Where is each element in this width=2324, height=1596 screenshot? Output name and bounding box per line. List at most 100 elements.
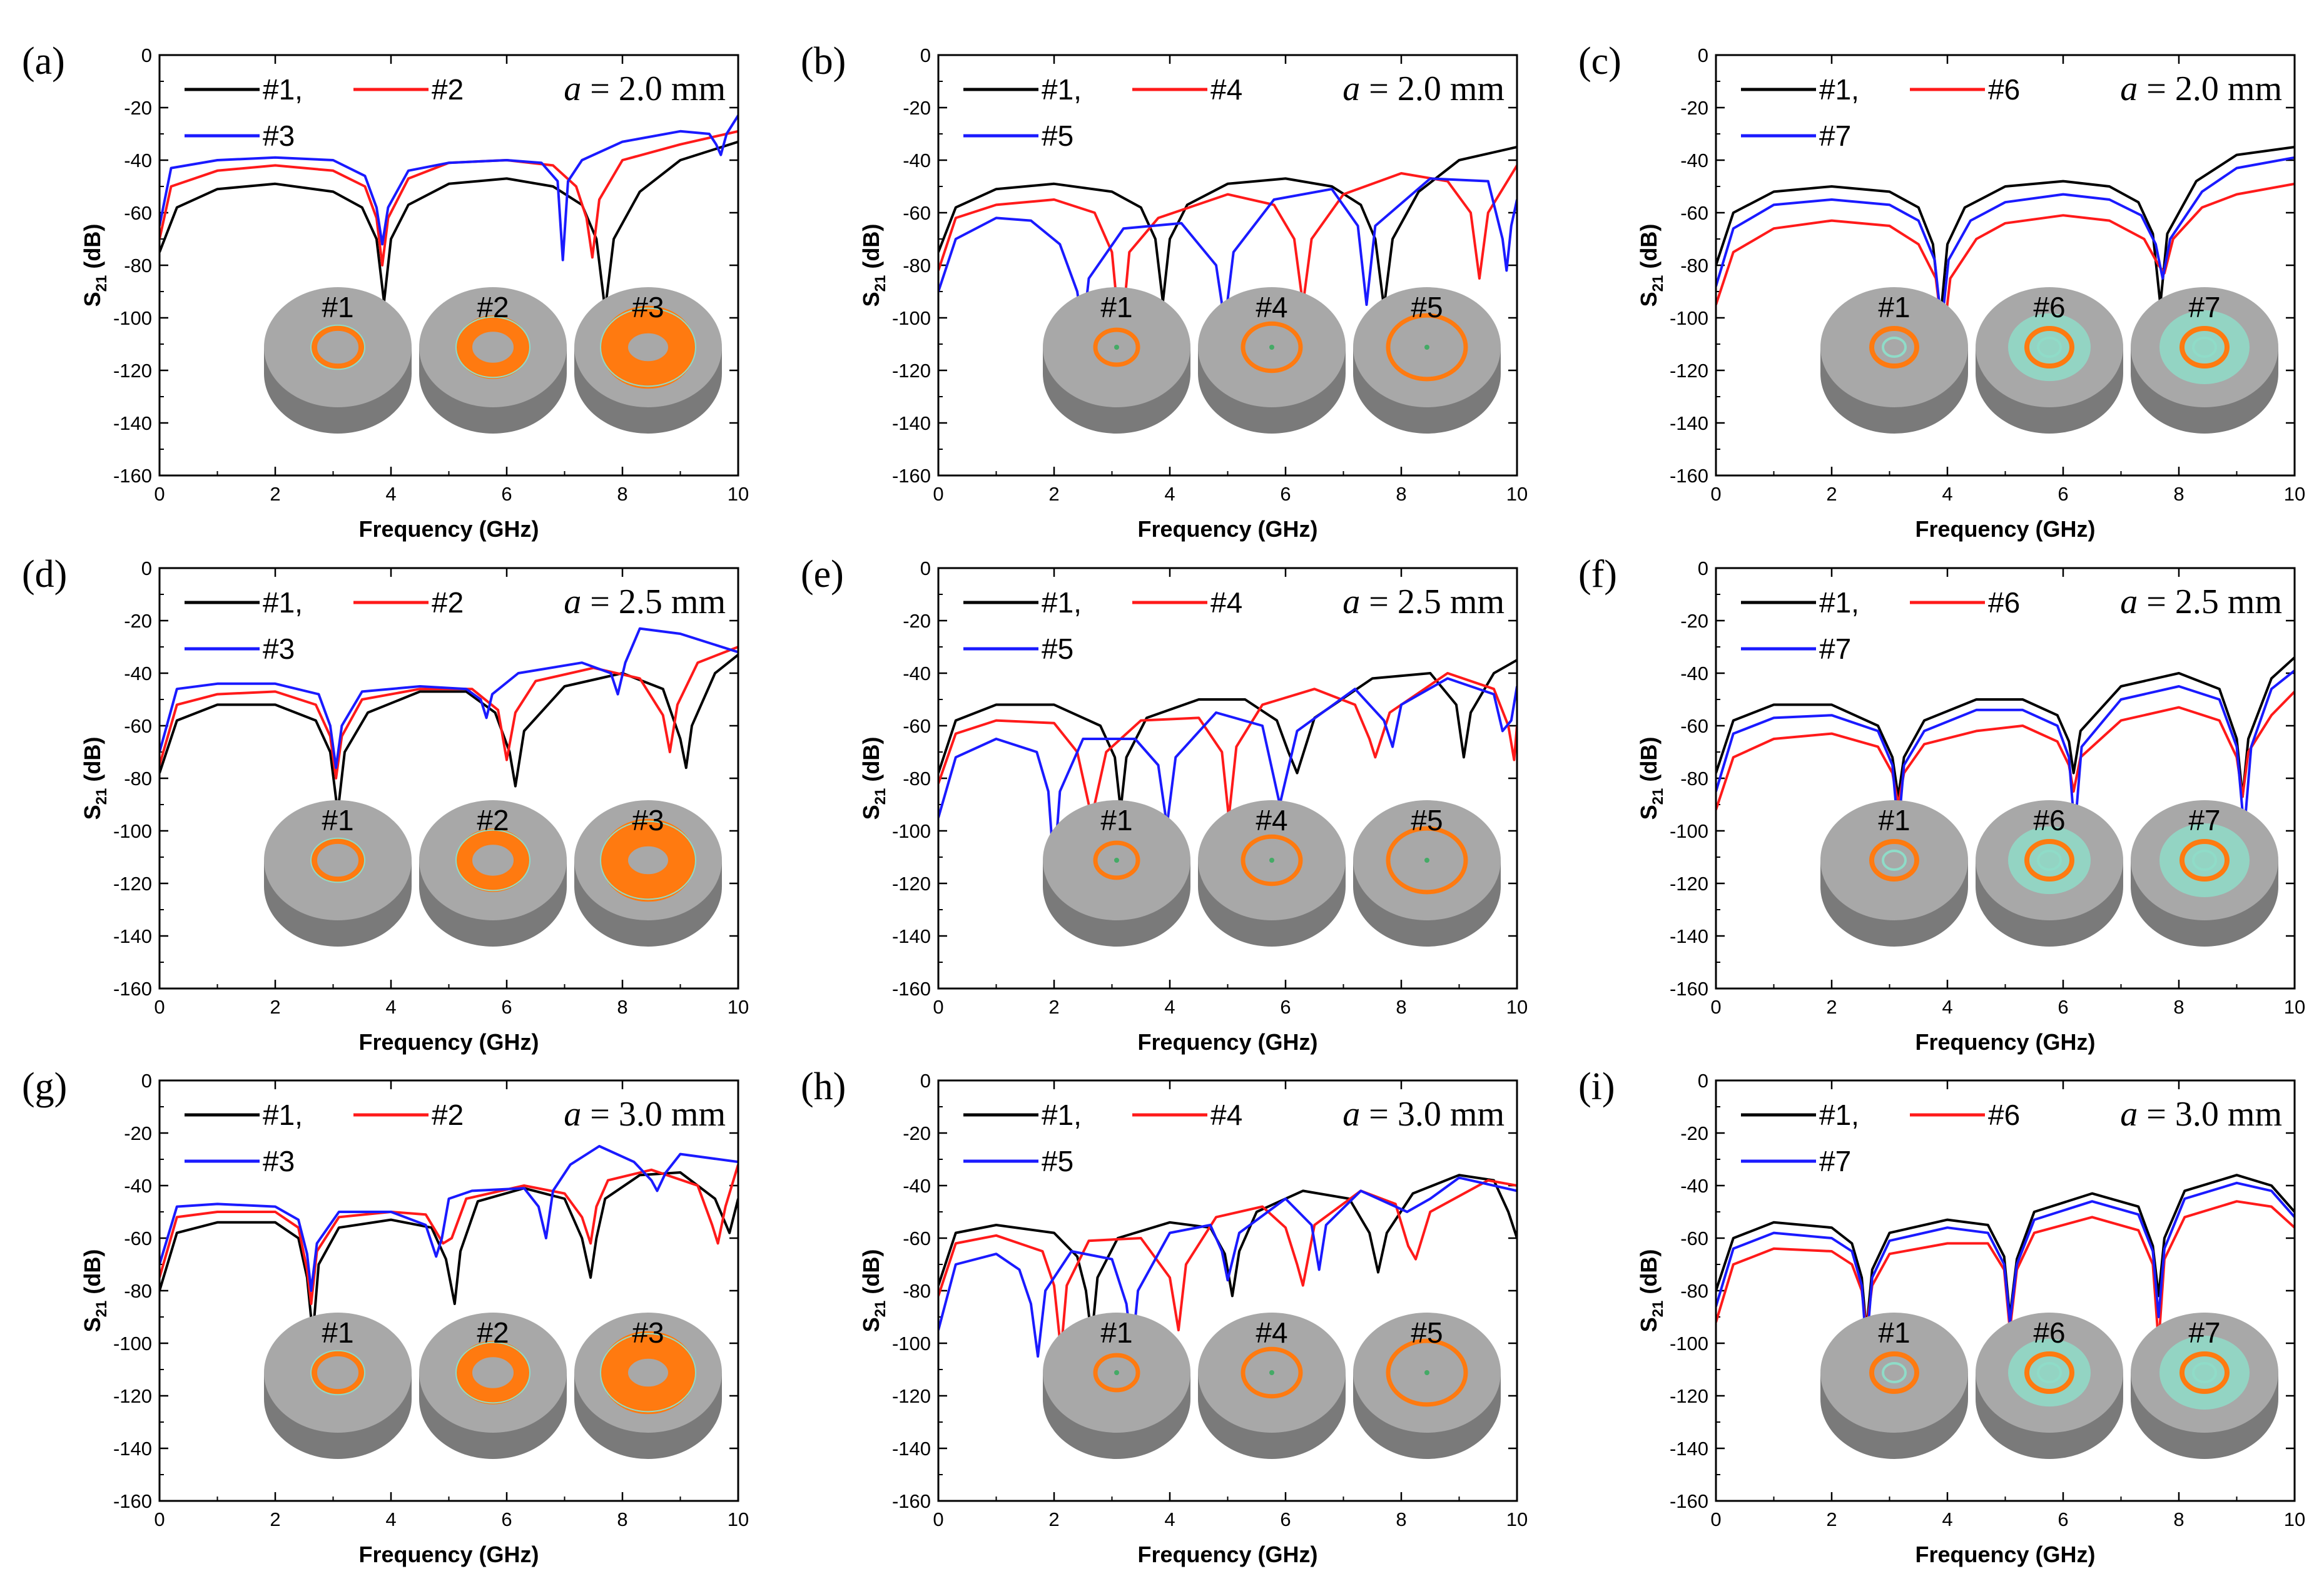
y-tick-label: -80 [124, 1280, 152, 1302]
ring-pattern [1093, 840, 1140, 880]
series-line-n2 [160, 1164, 738, 1305]
y-label-sub: 21 [872, 788, 889, 805]
param-symbol: a [2120, 69, 2146, 108]
series-line-n5 [938, 177, 1517, 332]
inset-label: #6 [2033, 804, 2065, 836]
ring-center [1424, 858, 1429, 863]
x-tick-label: 2 [270, 996, 280, 1018]
series-line-n3 [160, 114, 738, 262]
inset-disk: #2 [419, 800, 567, 947]
y-tick-label: -80 [1680, 1280, 1708, 1302]
y-label-sub: 21 [872, 1301, 889, 1318]
y-tick-label: -60 [124, 715, 152, 737]
y-tick-label: -40 [124, 150, 152, 171]
y-tick-label: 0 [1698, 557, 1708, 579]
y-label-main: S [858, 1317, 884, 1332]
ring-pattern [1241, 1346, 1303, 1399]
inset-label: #1 [1878, 1316, 1910, 1349]
legend-label: #5 [1042, 119, 1073, 152]
inset-disk: #4 [1198, 800, 1346, 947]
param-annotation: a = 2.5 mm [2120, 582, 2282, 621]
y-tick-label: -120 [1670, 360, 1708, 382]
inset-label: #1 [1878, 804, 1910, 836]
series-line-n1 [938, 146, 1517, 309]
y-tick-label: 0 [141, 1070, 152, 1092]
param-annotation: a = 2.5 mm [564, 582, 726, 621]
param-value: = 3.0 mm [1369, 1095, 1505, 1134]
y-tick-label: -40 [124, 663, 152, 684]
x-tick-label: 4 [385, 1508, 396, 1530]
y-tick-label: -80 [124, 255, 152, 277]
y-tick-label: -120 [892, 1385, 931, 1407]
legend-label: #1, [1819, 586, 1859, 619]
inset-label: #7 [2188, 291, 2220, 323]
legend-label: #1, [263, 1099, 303, 1131]
x-tick-label: 2 [270, 1508, 280, 1530]
ring-center [1424, 345, 1429, 350]
inset-label: #5 [1411, 804, 1443, 836]
y-tick-label: -100 [892, 820, 931, 842]
ring-inner [2192, 337, 2217, 358]
x-axis-label: Frequency (GHz) [1915, 516, 2095, 542]
param-symbol: a [1342, 1095, 1369, 1134]
y-label-main: S [79, 292, 105, 307]
y-tick-label: -140 [892, 1438, 931, 1460]
param-value: = 2.5 mm [1369, 582, 1505, 621]
legend-label: #7 [1819, 633, 1851, 665]
x-tick-label: 10 [728, 1508, 749, 1530]
y-tick-label: -60 [1680, 202, 1708, 224]
ring-outline [310, 324, 365, 370]
x-tick-label: 4 [1942, 996, 1952, 1018]
legend-label: #2 [432, 586, 464, 619]
ring-pattern [2024, 1351, 2074, 1394]
ring-outline [455, 1341, 530, 1404]
x-tick-label: 0 [1710, 1508, 1721, 1530]
ring-inner [2192, 1362, 2217, 1383]
inset-label: #4 [1256, 804, 1287, 836]
y-tick-label: -160 [1670, 1490, 1708, 1512]
x-tick-label: 8 [2173, 483, 2184, 505]
ring-pattern [311, 324, 365, 370]
legend-label: #1, [1042, 586, 1082, 619]
ring-outline [455, 829, 530, 892]
inset-disk: #2 [419, 1313, 567, 1459]
legend-label: #6 [1988, 1099, 2020, 1131]
y-tick-label: -160 [113, 1490, 152, 1512]
y-tick-label: -120 [113, 1385, 152, 1407]
y-axis-label: S21 (dB) [858, 1249, 889, 1333]
x-tick-label: 0 [933, 996, 943, 1018]
x-tick-label: 2 [270, 483, 280, 505]
y-tick-label: -100 [113, 307, 152, 329]
teal-pattern [2159, 310, 2250, 385]
y-tick-label: -80 [124, 768, 152, 790]
inset-label: #6 [2033, 1316, 2065, 1349]
x-tick-label: 0 [154, 996, 165, 1018]
ring-outline [310, 837, 365, 883]
inset-disk: #7 [2131, 800, 2278, 947]
param-annotation: a = 2.0 mm [2120, 69, 2282, 108]
legend-label: #4 [1210, 73, 1242, 106]
y-tick-label: -140 [892, 412, 931, 434]
x-tick-label: 4 [1164, 483, 1175, 505]
param-annotation: a = 3.0 mm [564, 1095, 726, 1134]
y-label-sub: 21 [872, 275, 889, 292]
y-tick-label: -120 [892, 360, 931, 382]
y-axis-label: S21 (dB) [79, 737, 110, 820]
inset-disk: #6 [1976, 287, 2123, 434]
y-tick-label: -40 [903, 1175, 931, 1197]
y-label-unit: (dB) [858, 737, 884, 788]
ring-inner [2037, 850, 2062, 871]
ring-inner [2192, 850, 2217, 871]
ring-pattern [601, 1331, 696, 1415]
x-tick-label: 2 [1826, 483, 1837, 505]
panel-label: (g) [22, 1065, 67, 1108]
y-tick-label: 0 [1698, 44, 1708, 66]
ring-pattern [1869, 839, 1919, 882]
y-label-main: S [1636, 805, 1662, 820]
series-line-n1 [938, 1174, 1517, 1339]
